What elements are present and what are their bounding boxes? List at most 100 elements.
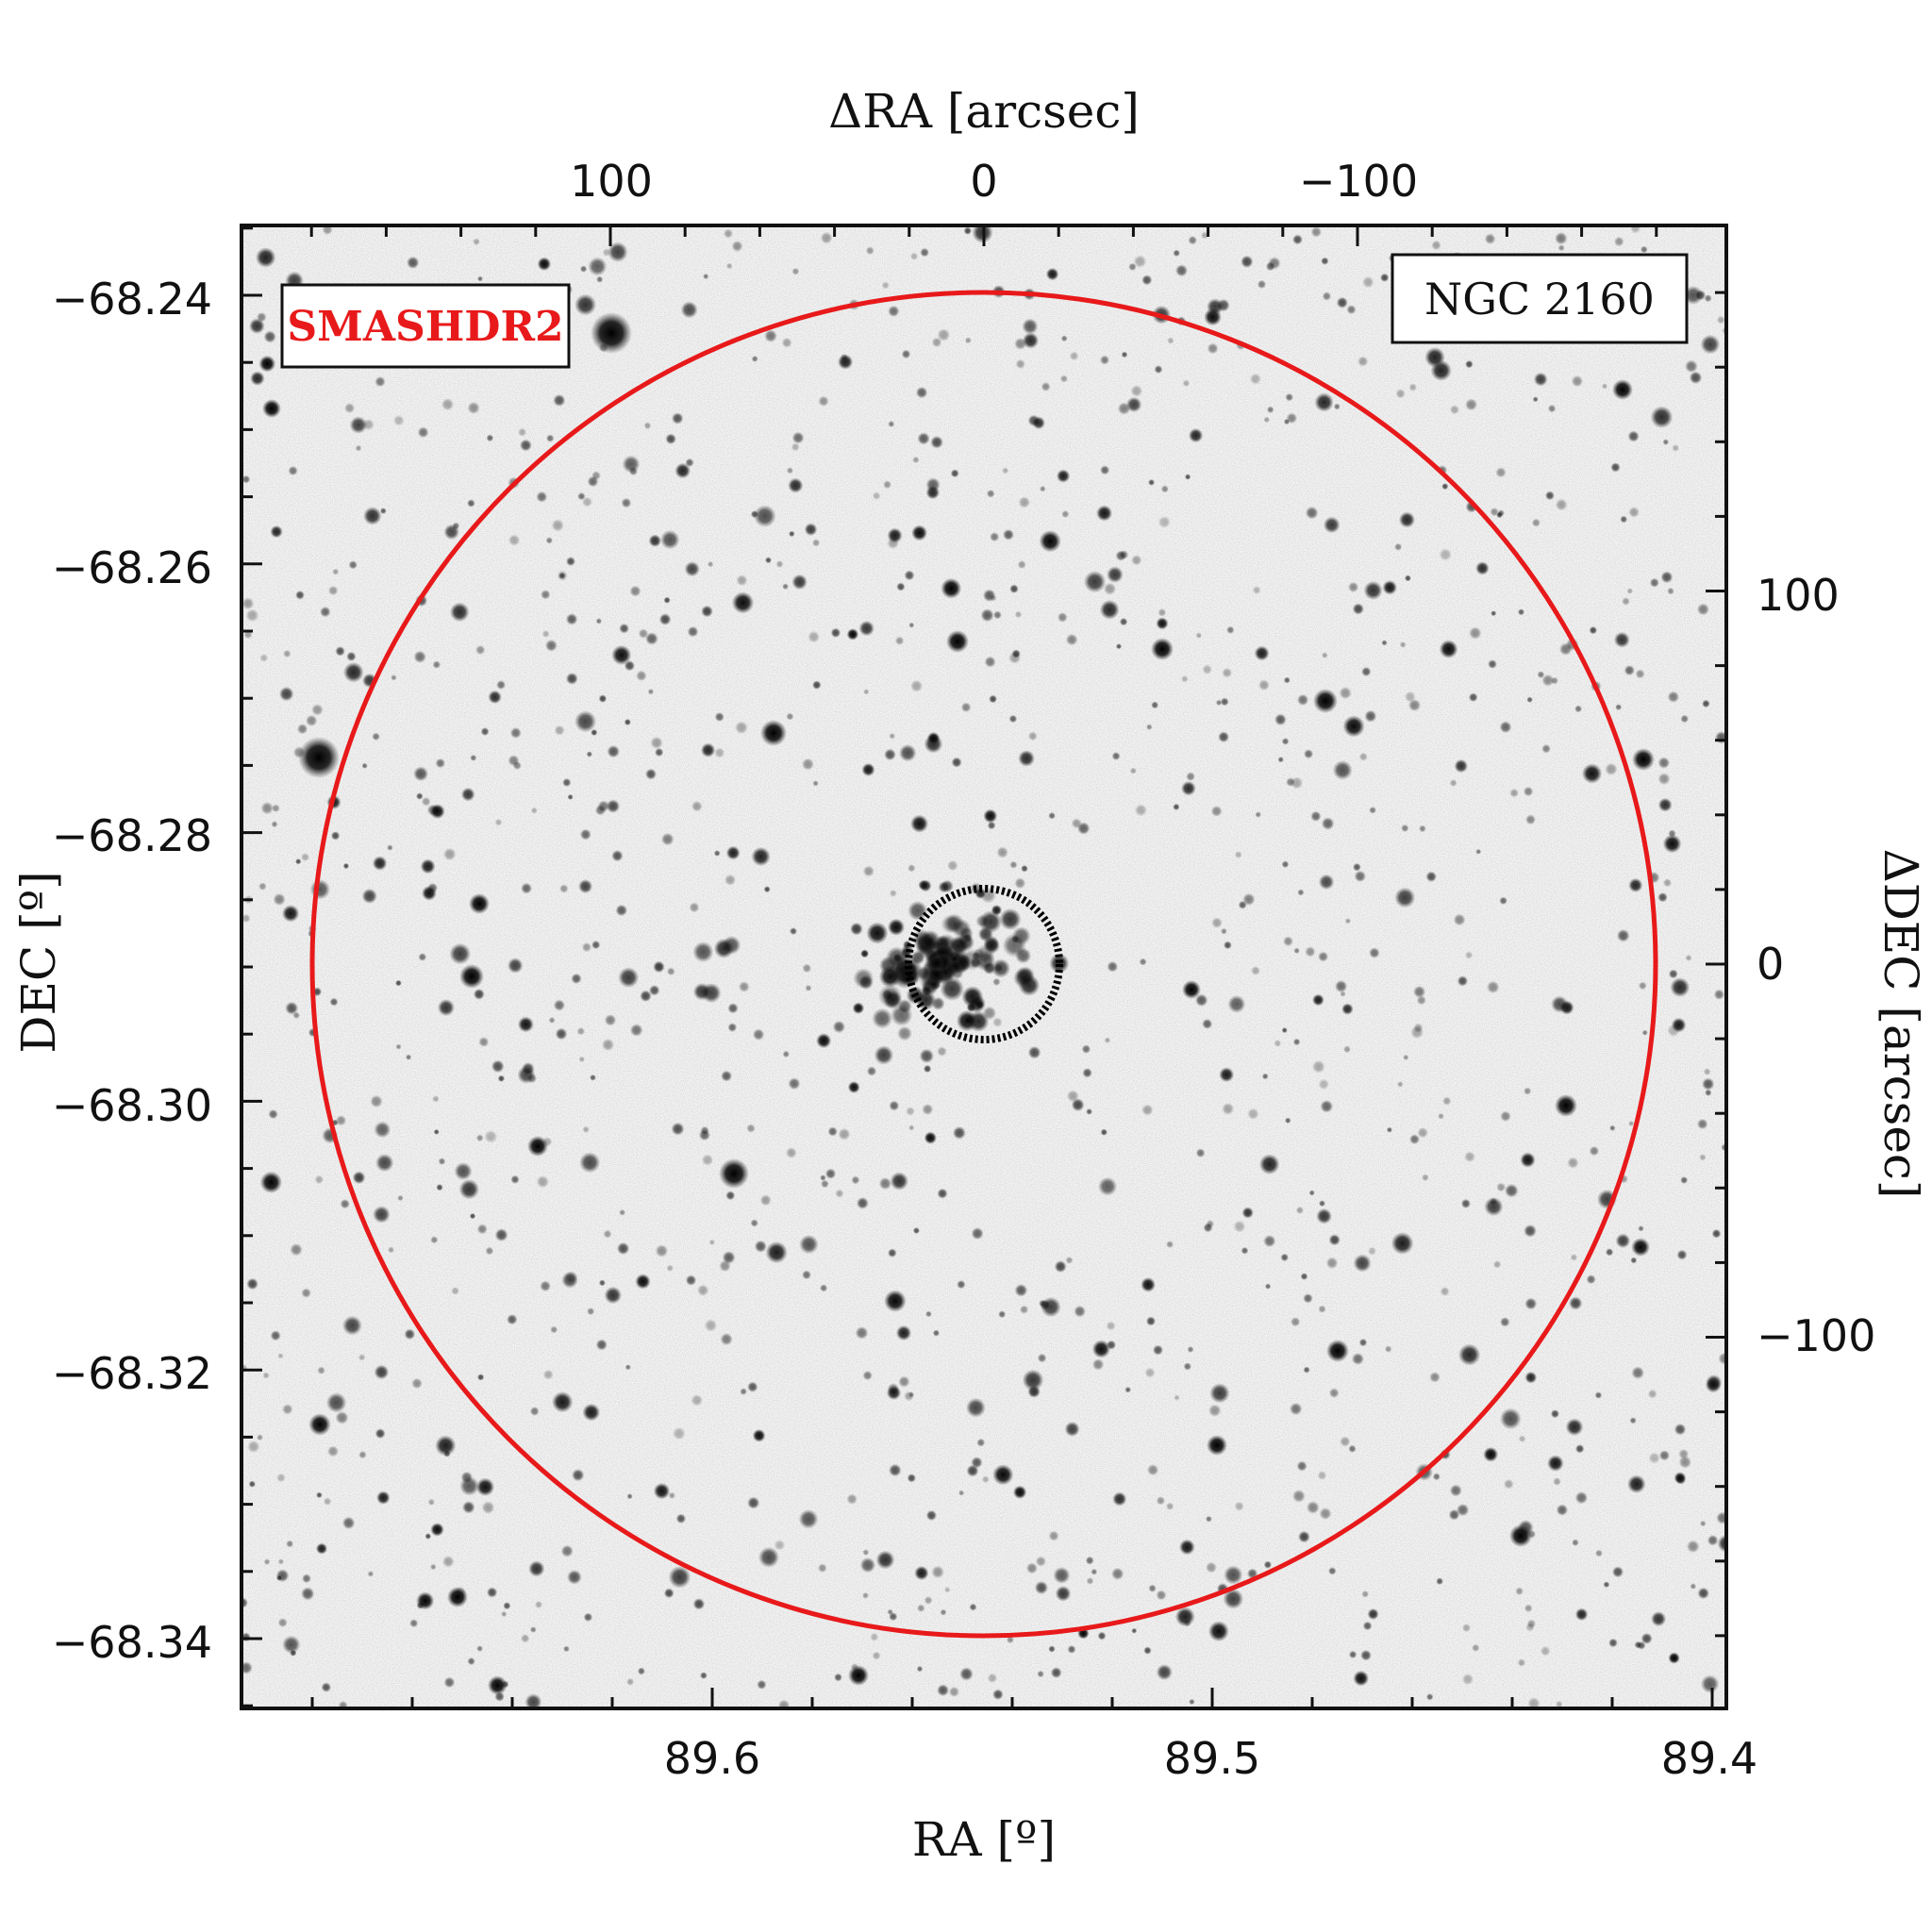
- cluster-star: [853, 968, 874, 989]
- star: [980, 608, 994, 623]
- star: [1187, 1346, 1194, 1353]
- star: [1241, 1207, 1254, 1219]
- star: [586, 751, 592, 758]
- star: [1305, 506, 1319, 520]
- star: [1456, 1503, 1470, 1517]
- star: [1702, 699, 1710, 708]
- star: [1613, 236, 1624, 247]
- star: [449, 602, 470, 623]
- star: [1348, 1444, 1357, 1454]
- star: [1202, 664, 1213, 675]
- star: [665, 433, 676, 445]
- star: [1037, 1670, 1044, 1678]
- star: [969, 1603, 977, 1611]
- star: [1460, 1198, 1471, 1208]
- star: [671, 1122, 685, 1136]
- star: [1065, 1256, 1074, 1264]
- star: [561, 1271, 578, 1289]
- star: [1019, 1305, 1029, 1314]
- star: [476, 1645, 483, 1652]
- star: [427, 1498, 435, 1507]
- star: [1486, 980, 1500, 994]
- star: [753, 505, 776, 527]
- star: [626, 1493, 633, 1500]
- star: [713, 850, 721, 857]
- star: [548, 1017, 556, 1024]
- star: [643, 422, 652, 430]
- star: [1119, 550, 1129, 559]
- top-tick-label: −100: [1299, 156, 1418, 207]
- star: [1322, 291, 1332, 301]
- star: [818, 395, 829, 407]
- star: [1048, 811, 1056, 820]
- star: [804, 523, 818, 537]
- star: [270, 1330, 281, 1341]
- star: [1384, 1345, 1392, 1353]
- star: [812, 780, 819, 787]
- star: [1442, 1096, 1452, 1106]
- star: [358, 1354, 366, 1361]
- star: [330, 831, 341, 841]
- star: [1321, 257, 1329, 265]
- star: [1277, 757, 1284, 763]
- star: [1097, 1631, 1107, 1641]
- star: [1595, 1549, 1603, 1557]
- star: [1453, 913, 1466, 926]
- star: [1261, 1073, 1269, 1080]
- star: [1207, 342, 1219, 355]
- star: [672, 1426, 686, 1441]
- star: [725, 262, 733, 270]
- star: [1134, 804, 1147, 817]
- star: [594, 805, 607, 816]
- star: [361, 888, 377, 905]
- star: [1181, 675, 1189, 683]
- star: [595, 618, 602, 625]
- star: [315, 1542, 328, 1555]
- star: [601, 1038, 615, 1052]
- star: [1638, 981, 1647, 991]
- star: [1650, 406, 1674, 429]
- star: [1008, 651, 1022, 664]
- star: [1133, 255, 1147, 268]
- star: [1672, 444, 1680, 452]
- star: [1208, 1404, 1222, 1417]
- star: [1156, 1590, 1167, 1601]
- star: [579, 828, 591, 841]
- star: [1518, 1435, 1526, 1443]
- star: [952, 1125, 966, 1140]
- star: [1048, 1530, 1059, 1541]
- star: [422, 885, 437, 901]
- star: [1107, 960, 1119, 973]
- star: [786, 712, 794, 721]
- star: [451, 1287, 459, 1295]
- star: [648, 534, 662, 547]
- star: [725, 1191, 736, 1201]
- star: [1280, 1253, 1289, 1262]
- star: [666, 967, 675, 976]
- star: [889, 889, 897, 897]
- star: [1484, 1197, 1504, 1217]
- star: [886, 1385, 902, 1401]
- star: [655, 747, 664, 758]
- star: [397, 1194, 404, 1202]
- star: [764, 329, 777, 342]
- star: [375, 375, 386, 388]
- star: [467, 401, 480, 415]
- star: [581, 496, 593, 508]
- star: [1574, 705, 1583, 713]
- star: [443, 524, 460, 541]
- star: [534, 1600, 543, 1609]
- star: [908, 864, 916, 873]
- star: [1173, 803, 1180, 811]
- star: [536, 1175, 549, 1189]
- star: [626, 1677, 635, 1686]
- star: [791, 267, 800, 275]
- star: [1394, 887, 1416, 908]
- star: [752, 1028, 765, 1041]
- star: [1616, 928, 1630, 942]
- star: [1009, 860, 1018, 869]
- star: [691, 1393, 704, 1407]
- bottom-tick-label: 89.5: [1164, 1733, 1260, 1784]
- star: [951, 757, 962, 768]
- star: [758, 1546, 780, 1568]
